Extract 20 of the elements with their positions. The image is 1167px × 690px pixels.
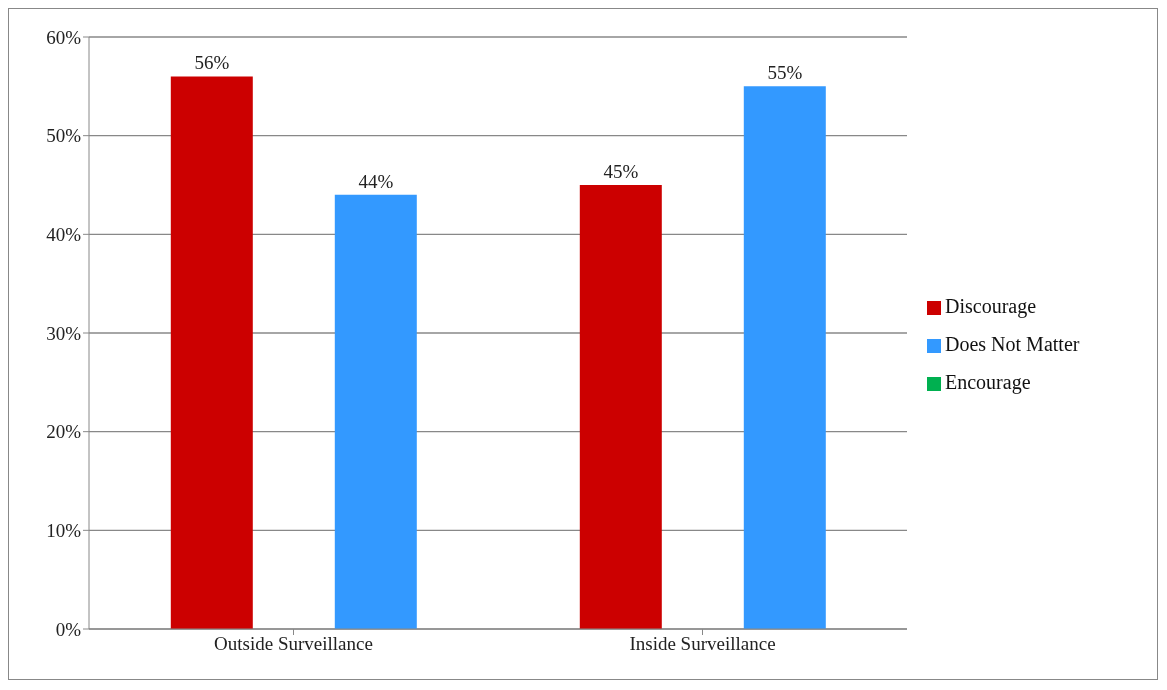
legend-label: Discourage <box>945 295 1037 317</box>
y-tick-label: 30% <box>46 322 82 344</box>
y-tick-label: 60% <box>46 26 82 48</box>
data-label: 56% <box>194 52 230 74</box>
bar <box>743 86 826 629</box>
data-label: 45% <box>603 161 639 182</box>
bar <box>170 76 253 629</box>
y-tick-label: 10% <box>46 520 82 542</box>
legend-label: Does Not Matter <box>945 333 1080 355</box>
y-tick-label: 0% <box>55 618 82 640</box>
x-tick-label: Outside Surveillance <box>214 633 373 655</box>
data-label: 44% <box>358 170 394 192</box>
y-tick-label: 40% <box>46 224 82 246</box>
y-tick-label: 50% <box>46 125 82 147</box>
x-tick-label: Inside Surveillance <box>629 633 776 655</box>
data-label: 55% <box>767 62 803 84</box>
bar <box>334 194 417 629</box>
bar <box>579 185 662 629</box>
legend-label: Encourage <box>945 371 1031 393</box>
y-tick-label: 20% <box>46 421 82 443</box>
